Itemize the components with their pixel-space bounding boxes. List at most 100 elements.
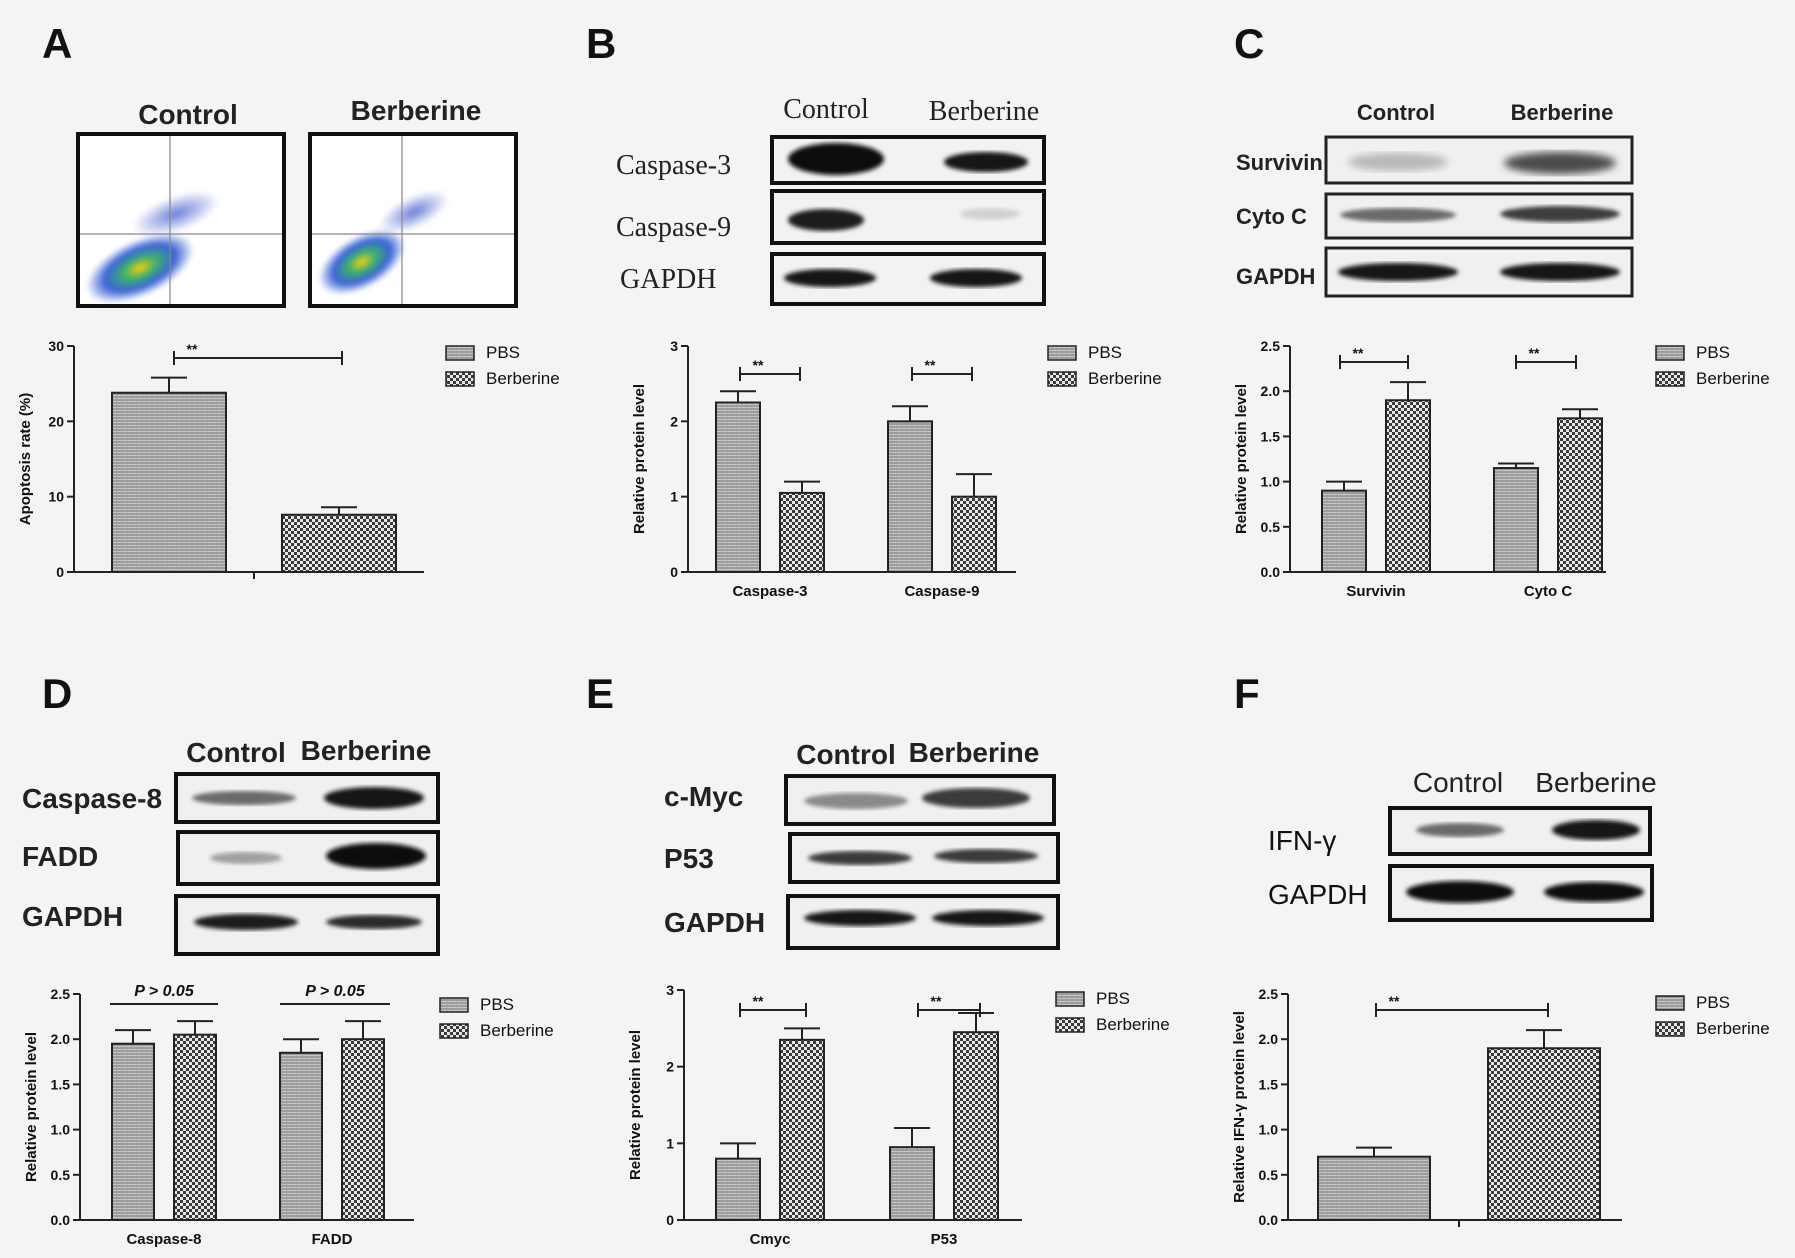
bar-berberine-1 xyxy=(1385,399,1431,573)
bar-chart-f: 0.0 0.5 1.0 1.5 2.0 2.5 Relative IFN-γ protein… xyxy=(1231,986,1770,1228)
bar-pbs-2 xyxy=(889,1146,935,1221)
bar-pbs-1 xyxy=(1321,489,1367,574)
y-tick-label: 0.0 xyxy=(1261,564,1281,580)
blot-d-col-berberine: Berberine xyxy=(301,735,432,766)
y-tick-label: 0 xyxy=(56,564,64,580)
legend-swatch-berberine xyxy=(1047,371,1077,387)
y-tick-label: 30 xyxy=(48,338,64,354)
category-label: Cyto C xyxy=(1524,583,1573,600)
y-tick-label: 1 xyxy=(670,489,678,505)
significance-label: P > 0.05 xyxy=(134,983,195,1000)
flow-title-berberine: Berberine xyxy=(351,95,482,126)
significance-label: P > 0.05 xyxy=(305,983,366,1000)
y-tick-label: 1.5 xyxy=(1261,428,1281,444)
blot-f-row-1: IFN-γ xyxy=(1268,825,1336,856)
blot-b-row-1: Caspase-3 xyxy=(616,150,731,181)
blot-e: Control Berberine c-Myc P53 GAPDH xyxy=(664,737,1060,950)
bar-chart-d: 0.0 0.5 1.0 1.5 2.0 2.5 Relative protein level… xyxy=(23,983,554,1248)
legend-label-pbs: PBS xyxy=(480,995,514,1014)
legend-label-pbs: PBS xyxy=(1088,343,1122,362)
legend-label-berberine: Berberine xyxy=(1088,369,1162,388)
legend-label-berberine: Berberine xyxy=(1696,369,1770,388)
blot-c-row-3: GAPDH xyxy=(1236,264,1315,289)
blot-b: Control Berberine Caspase-3 Caspase-9 GA… xyxy=(616,94,1046,306)
bar-pbs-1 xyxy=(1317,1155,1431,1221)
significance-label: ** xyxy=(931,993,942,1009)
legend-swatch-pbs xyxy=(439,997,469,1013)
bar-berberine-1 xyxy=(173,1033,217,1222)
panel-letter-e: E xyxy=(586,670,614,717)
y-tick-label: 0.0 xyxy=(51,1212,71,1228)
y-tick-label: 1.5 xyxy=(51,1076,71,1092)
blot-b-row-2: Caspase-9 xyxy=(616,212,731,243)
y-axis-label: Relative protein level xyxy=(627,1030,644,1180)
flow-plot-berberine xyxy=(308,132,518,308)
y-tick-label: 0.5 xyxy=(51,1167,71,1183)
panel-letter-d: D xyxy=(42,670,72,717)
blot-b-row-3: GAPDH xyxy=(620,264,716,295)
y-tick-label: 2 xyxy=(666,1059,674,1075)
y-tick-label: 20 xyxy=(48,413,64,429)
y-tick-label: 1.5 xyxy=(1259,1076,1279,1092)
panel-letter-a: A xyxy=(42,20,72,67)
blot-e-col-berberine: Berberine xyxy=(909,737,1040,768)
blot-d-row-2: FADD xyxy=(22,841,98,872)
significance-label: ** xyxy=(753,993,764,1009)
y-tick-label: 2.0 xyxy=(1259,1031,1279,1047)
bar-pbs-2 xyxy=(887,420,933,574)
legend-swatch-pbs xyxy=(445,345,475,361)
category-label: P53 xyxy=(931,1231,958,1248)
category-label: Caspase-9 xyxy=(904,583,979,600)
blot-d-col-control: Control xyxy=(186,737,286,768)
blot-c-col-berberine: Berberine xyxy=(1511,100,1614,125)
significance-label: ** xyxy=(925,357,936,373)
legend-label-berberine: Berberine xyxy=(486,369,560,388)
legend-swatch-pbs xyxy=(1655,995,1685,1011)
y-tick-label: 1.0 xyxy=(1261,474,1281,490)
blot-e-row-1: c-Myc xyxy=(664,781,743,812)
bar-berberine-1 xyxy=(281,513,397,573)
blot-e-row-2: P53 xyxy=(664,843,714,874)
y-tick-label: 1.0 xyxy=(1259,1122,1279,1138)
blot-f-col-berberine: Berberine xyxy=(1535,767,1656,798)
bar-pbs-1 xyxy=(715,1157,761,1221)
category-label: FADD xyxy=(312,1231,353,1248)
legend-label-berberine: Berberine xyxy=(480,1021,554,1040)
bar-pbs-1 xyxy=(111,391,227,573)
y-tick-label: 3 xyxy=(666,982,674,998)
blot-d: Control Berberine Caspase-8 FADD GAPDH xyxy=(22,735,440,956)
category-label: Caspase-8 xyxy=(126,1231,201,1248)
bar-berberine-1 xyxy=(779,1038,825,1222)
bar-chart-c: 0.0 0.5 1.0 1.5 2.0 2.5 Relative protein level… xyxy=(1233,338,1770,600)
panel-letter-f: F xyxy=(1234,670,1260,717)
blot-c-row-1: Survivin xyxy=(1236,150,1323,175)
significance-label: ** xyxy=(187,341,198,357)
legend-swatch-berberine xyxy=(445,371,475,387)
y-tick-label: 3 xyxy=(670,338,678,354)
y-tick-label: 2.5 xyxy=(1259,986,1279,1002)
significance-label: ** xyxy=(1389,993,1400,1009)
y-tick-label: 2.0 xyxy=(1261,383,1281,399)
y-tick-label: 1.0 xyxy=(51,1122,71,1138)
blot-e-row-3: GAPDH xyxy=(664,907,765,938)
blot-b-col-control: Control xyxy=(783,94,869,125)
legend-label-pbs: PBS xyxy=(1096,989,1130,1008)
legend-label-pbs: PBS xyxy=(486,343,520,362)
bar-berberine-2 xyxy=(953,1031,999,1221)
y-tick-label: 1 xyxy=(666,1135,674,1151)
blot-c-col-control: Control xyxy=(1357,100,1435,125)
blot-d-row-1: Caspase-8 xyxy=(22,783,162,814)
y-axis-label: Apoptosis rate (%) xyxy=(17,393,34,526)
y-tick-label: 2.5 xyxy=(51,986,71,1002)
legend-swatch-pbs xyxy=(1047,345,1077,361)
bar-chart-e: 0 1 2 3 Relative protein level Cmyc P53 ** ** PBS… xyxy=(627,982,1170,1248)
legend-swatch-berberine xyxy=(1055,1017,1085,1033)
bar-pbs-1 xyxy=(111,1042,155,1221)
legend-swatch-berberine xyxy=(439,1023,469,1039)
y-tick-label: 10 xyxy=(48,489,64,505)
legend-swatch-pbs xyxy=(1055,991,1085,1007)
panel-letter-c: C xyxy=(1234,20,1264,67)
significance-label: ** xyxy=(1353,345,1364,361)
y-axis-label: Relative protein level xyxy=(1233,384,1250,534)
